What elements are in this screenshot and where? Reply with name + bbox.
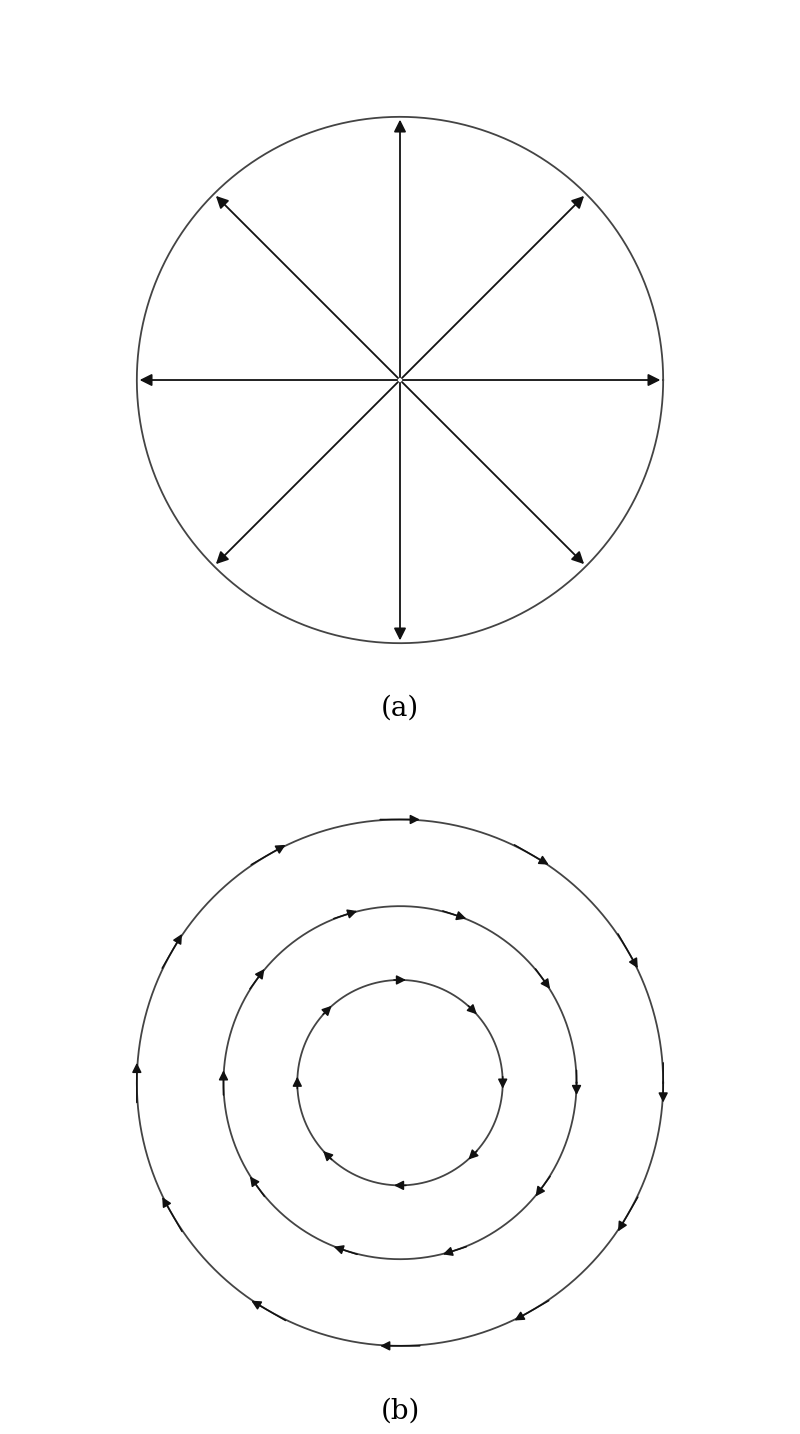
Text: (a): (a)	[381, 694, 419, 721]
Text: (b): (b)	[380, 1397, 420, 1424]
